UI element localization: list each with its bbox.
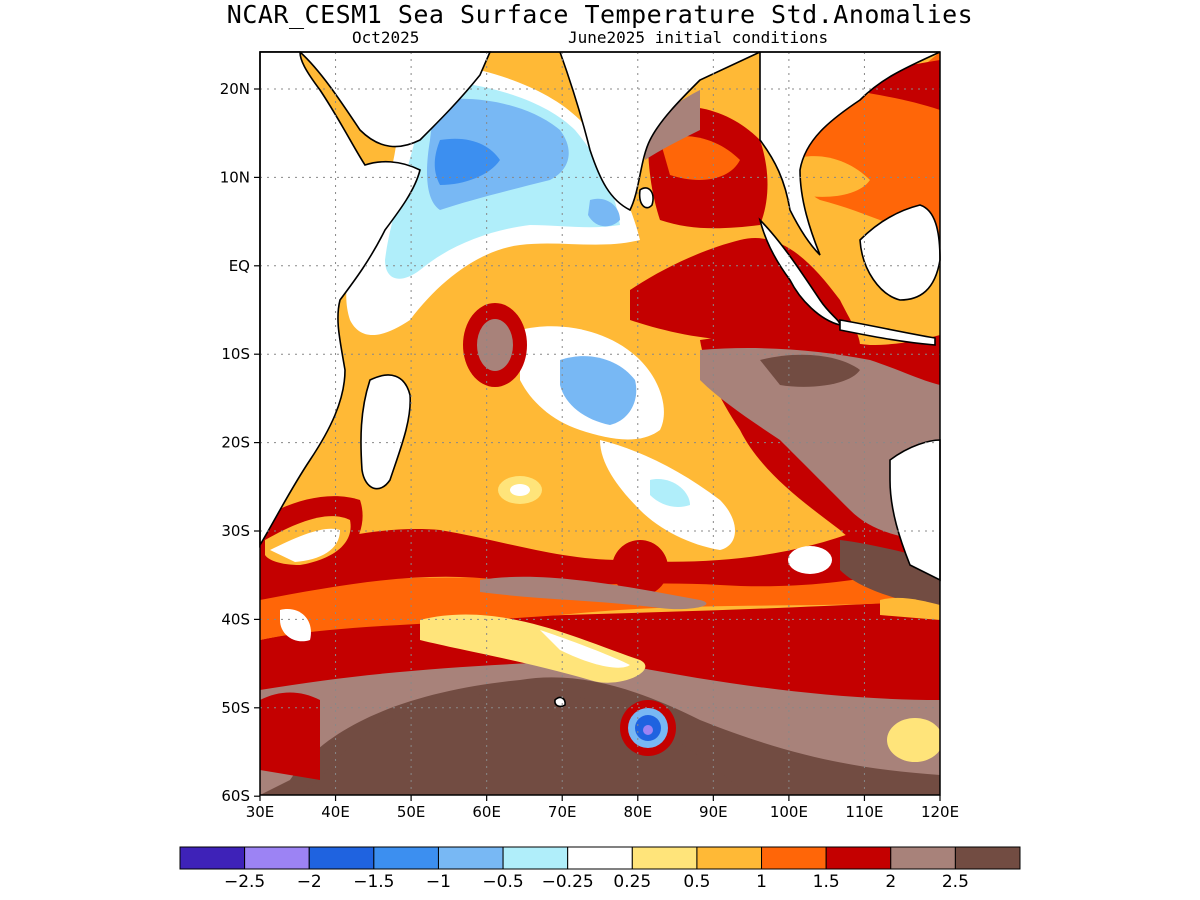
colorbar-label: 2 [885, 872, 896, 892]
east-orange-spot [880, 597, 940, 620]
colorbar-label: −0.25 [542, 872, 594, 892]
colorbar-label: −0.5 [482, 872, 523, 892]
madagascar [360, 374, 411, 490]
colorbar-label: 0.5 [683, 872, 710, 892]
lat-tick-label: 20N [220, 80, 250, 98]
south-pale-streak [420, 614, 646, 683]
red-ring-core [477, 319, 513, 371]
lon-tick-label: 120E [921, 803, 959, 821]
colorbar-swatch [761, 846, 827, 870]
lat-tick-label: 50S [221, 699, 250, 717]
colorbar-label: −2 [297, 872, 322, 892]
colorbar-swatch [567, 846, 633, 870]
lat-tick-label: 10S [221, 345, 250, 363]
lat-tick-label: 10N [220, 168, 250, 186]
midlat-red-band [260, 500, 940, 600]
central-blue [560, 356, 637, 425]
colorbar-swatch [502, 846, 569, 870]
sw-white [270, 528, 340, 562]
southeast-cyan [650, 479, 690, 507]
australia [889, 439, 941, 582]
colorbar-swatch [825, 846, 892, 870]
colorbar-swatch [179, 846, 246, 870]
lon-tick-label: 110E [845, 803, 883, 821]
lon-tick-label: 50E [397, 803, 426, 821]
colorbar-swatch [373, 846, 439, 870]
lon-tick-label: 30E [246, 803, 275, 821]
lat-tick-label: 20S [221, 434, 250, 452]
colorbar-swatch [244, 846, 310, 870]
lon-tick-label: 80E [623, 803, 652, 821]
longitude-axis: 30E 40E 50E 60E 70E 80E 90E 100E 110E 120E [246, 795, 959, 821]
lat-tick-label: 60S [221, 787, 250, 805]
sri-lanka [638, 187, 654, 209]
colorbar [179, 846, 1021, 870]
colorbar-label: 1 [756, 872, 767, 892]
lon-tick-label: 70E [548, 803, 577, 821]
pale-blob-1-core [510, 484, 530, 496]
lat-tick-label: EQ [229, 257, 250, 275]
africa [259, 51, 421, 548]
east-taupe [700, 348, 940, 540]
land [259, 51, 941, 708]
lon-tick-label: 60E [472, 803, 501, 821]
arabia [260, 51, 492, 148]
colorbar-label: −1.5 [353, 872, 394, 892]
pale-blob-3 [887, 718, 940, 762]
southern-brown-core [300, 690, 750, 795]
java [839, 319, 936, 346]
lon-tick-label: 40E [321, 803, 350, 821]
pale-blob-2 [788, 546, 832, 574]
colorbar-swatch [696, 846, 763, 870]
colorbar-swatch [308, 846, 375, 870]
anomaly-field [260, 52, 940, 795]
midlat-red-eddy [612, 540, 668, 596]
eddy-core [643, 725, 653, 735]
arabian-blue [434, 138, 500, 185]
arabian-blue-spot [588, 198, 620, 227]
lon-tick-label: 100E [770, 803, 808, 821]
sw-white-2 [280, 609, 311, 642]
forecast-month: Oct2025 [352, 28, 420, 47]
scs-yellow [790, 156, 870, 197]
colorbar-label: 0.25 [613, 872, 651, 892]
east-brown-1 [760, 354, 860, 387]
south-white-streak [540, 630, 630, 668]
initial-conditions-label: June2025 initial conditions [568, 28, 829, 47]
lat-tick-label: 40S [221, 610, 250, 628]
figure-title: NCAR_CESM1 Sea Surface Temperature Std.A… [226, 0, 974, 29]
colorbar-swatch [631, 846, 698, 870]
southwest-red [260, 692, 320, 780]
colorbar-label: 1.5 [813, 872, 840, 892]
colorbar-swatch [890, 846, 956, 870]
colorbar-label: −1 [426, 872, 451, 892]
bay-taupe [645, 90, 700, 160]
scs-red [850, 60, 940, 110]
colorbar-labels: −2.5 −2 −1.5 −1 −0.5 −0.25 0.25 0.5 1 1.5 2 2.5 [224, 872, 969, 892]
equatorial-red-tongue [630, 238, 860, 345]
indochina [759, 51, 941, 256]
colorbar-swatch [437, 846, 504, 870]
colorbar-label: 2.5 [942, 872, 969, 892]
colorbar-label: −2.5 [224, 872, 265, 892]
latitude-axis: 20N 10N EQ 10S 20S 30S 40S 50S 60S [220, 80, 260, 805]
map-frame [259, 51, 941, 796]
lat-tick-label: 30S [221, 522, 250, 540]
gridlines [260, 52, 940, 795]
bay-orange [660, 136, 740, 180]
midlat-taupe-streak [480, 576, 707, 610]
kerguelen [554, 696, 566, 708]
colorbar-swatch [954, 846, 1021, 870]
india [480, 51, 761, 212]
lon-tick-label: 90E [699, 803, 728, 821]
